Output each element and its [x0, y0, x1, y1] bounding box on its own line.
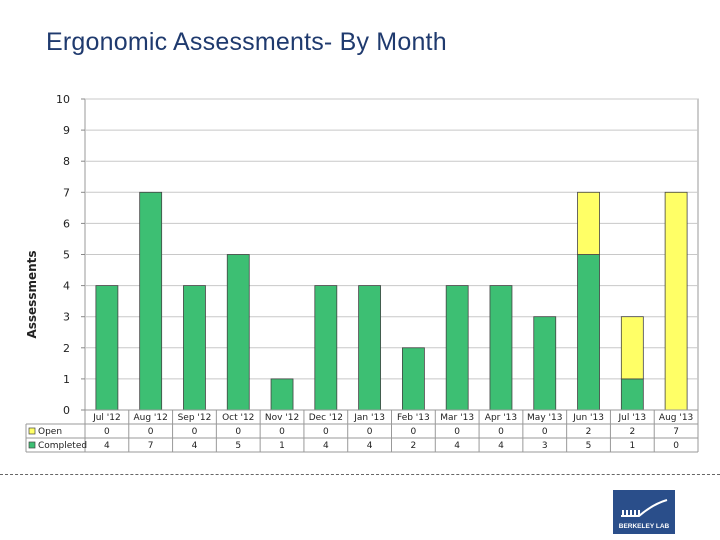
y-tick-label: 0: [63, 404, 70, 417]
bar-completed: [489, 285, 513, 411]
data-label-completed: 2: [411, 441, 417, 451]
data-label-open: 0: [148, 427, 154, 437]
x-tick-label: Jan '13: [353, 413, 385, 423]
x-tick-label: Jun '13: [572, 413, 604, 423]
y-tick-label: 7: [63, 186, 70, 199]
bar-completed: [358, 285, 382, 411]
data-label-completed: 4: [323, 441, 329, 451]
legend-swatch-completed: [28, 441, 36, 449]
data-label-completed: 3: [542, 441, 548, 451]
logo-text: BERKELEY LAB: [618, 523, 670, 530]
data-label-open: 7: [673, 427, 679, 437]
y-tick-label: 3: [63, 311, 70, 324]
berkeley-lab-logo: BERKELEY LAB: [613, 490, 675, 534]
chart-title: Ergonomic Assessments- By Month: [46, 28, 447, 56]
x-tick-label: Oct '12: [222, 413, 254, 423]
data-label-open: 0: [542, 427, 548, 437]
x-tick-label: Sep '12: [178, 413, 212, 423]
bar-completed: [226, 254, 250, 411]
data-label-completed: 4: [498, 441, 504, 451]
x-tick-label: Dec '12: [309, 413, 343, 423]
bar-open: [620, 316, 644, 380]
data-label-open: 0: [411, 427, 417, 437]
data-label-open: 0: [235, 427, 241, 437]
bar-completed: [270, 378, 294, 411]
y-tick-label: 6: [63, 217, 70, 230]
x-tick-label: Aug '12: [133, 413, 167, 423]
data-label-open: 0: [192, 427, 198, 437]
y-tick-label: 4: [63, 280, 70, 293]
y-tick-label: 9: [63, 124, 70, 137]
x-tick-label: Feb '13: [397, 413, 430, 423]
data-label-open: 0: [498, 427, 504, 437]
data-label-completed: 1: [629, 441, 635, 451]
data-label-completed: 4: [104, 441, 110, 451]
y-tick-label: 10: [56, 93, 70, 106]
bar-completed: [401, 347, 425, 411]
y-tick-label: 2: [63, 342, 70, 355]
y-tick-label: 1: [63, 373, 70, 386]
x-tick-label: Mar '13: [440, 413, 474, 423]
y-axis-label: Assessments: [25, 250, 39, 338]
bar-open: [577, 191, 600, 255]
data-label-completed: 4: [367, 441, 373, 451]
bar-open: [664, 191, 688, 411]
bar-completed: [139, 191, 163, 411]
data-label-completed: 1: [279, 441, 285, 451]
data-label-open: 0: [323, 427, 329, 437]
data-label-completed: 4: [454, 441, 460, 451]
footer-divider: [0, 474, 720, 475]
bar-completed: [620, 378, 644, 411]
data-label-open: 2: [629, 427, 635, 437]
data-label-open: 0: [454, 427, 460, 437]
legend-label-open: Open: [38, 427, 62, 437]
x-tick-label: Jul '12: [92, 413, 121, 423]
bar-completed: [533, 316, 557, 411]
x-tick-label: Jul '13: [617, 413, 646, 423]
bar-completed: [445, 285, 469, 411]
data-label-completed: 5: [586, 441, 592, 451]
data-label-open: 0: [279, 427, 285, 437]
x-tick-label: Nov '12: [265, 413, 299, 423]
data-label-completed: 0: [673, 441, 679, 451]
legend-label-completed: Completed: [38, 441, 87, 451]
bar-completed: [577, 254, 600, 411]
bar-completed: [95, 285, 119, 411]
data-label-completed: 7: [148, 441, 154, 451]
data-label-open: 0: [367, 427, 373, 437]
x-tick-label: Apr '13: [485, 413, 517, 423]
data-label-completed: 4: [192, 441, 198, 451]
data-label-open: 2: [586, 427, 592, 437]
legend-swatch-open: [28, 427, 36, 435]
x-tick-label: May '13: [527, 413, 562, 423]
x-tick-label: Aug '13: [659, 413, 693, 423]
y-tick-label: 5: [63, 249, 70, 262]
lab-building-icon: [621, 499, 668, 517]
y-tick-label: 8: [63, 155, 70, 168]
bar-completed: [183, 285, 206, 411]
bar-completed: [314, 285, 338, 411]
data-label-open: 0: [104, 427, 110, 437]
data-label-completed: 5: [235, 441, 241, 451]
